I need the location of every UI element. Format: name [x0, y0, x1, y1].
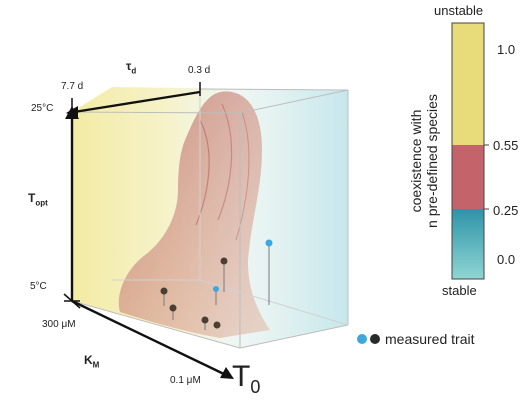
colorbar-tick-1-0: 1.0: [497, 42, 516, 57]
t-opt-axis: [65, 106, 79, 301]
legend-blue-dot: [357, 334, 367, 344]
tau-d-low-tick: 0.3 d: [188, 65, 211, 76]
legend: measured trait: [357, 331, 474, 347]
colorbar: [451, 22, 489, 280]
trait-point-blue-2: [213, 286, 219, 292]
colorbar-bottom-label: stable: [442, 283, 477, 298]
trait-point-dark-3: [169, 304, 177, 312]
colorbar-tick-0-0: 0.0: [497, 252, 516, 267]
measured-trait-points: [160, 239, 273, 330]
trait-point-dark-4: [201, 316, 209, 324]
t-opt-low-tick: 5°C: [30, 281, 47, 292]
tau-d-axis-label: τd: [126, 59, 137, 76]
tau-d-high-tick: 7.7 d: [61, 81, 84, 92]
colorbar-tick-0-25: 0.25: [493, 203, 519, 218]
k-m-axis: [63, 293, 234, 379]
legend-dark-dot: [370, 334, 380, 344]
t-opt-high-tick: 25°C: [31, 103, 54, 114]
k-m-axis-label: KM: [84, 353, 100, 370]
trait-point-dark-1: [220, 257, 228, 265]
colorbar-top-label: unstable: [434, 3, 484, 18]
colorbar-title: coexistence with n pre-defined species: [408, 94, 440, 228]
trait-point-dark-5: [213, 321, 221, 329]
cube-frame: [71, 88, 349, 349]
k-m-low-tick: 0.1 μM: [170, 375, 201, 386]
trait-point-blue-1: [265, 239, 273, 247]
t0-label: T0: [232, 360, 261, 397]
colorbar-tick-0-55: 0.55: [493, 138, 519, 153]
trait-point-dark-2: [160, 287, 168, 295]
coexistence-surface: [118, 91, 270, 338]
legend-label: measured trait: [385, 331, 475, 347]
t-opt-axis-label: Topt: [28, 191, 48, 208]
k-m-high-tick: 300 μM: [42, 319, 76, 330]
